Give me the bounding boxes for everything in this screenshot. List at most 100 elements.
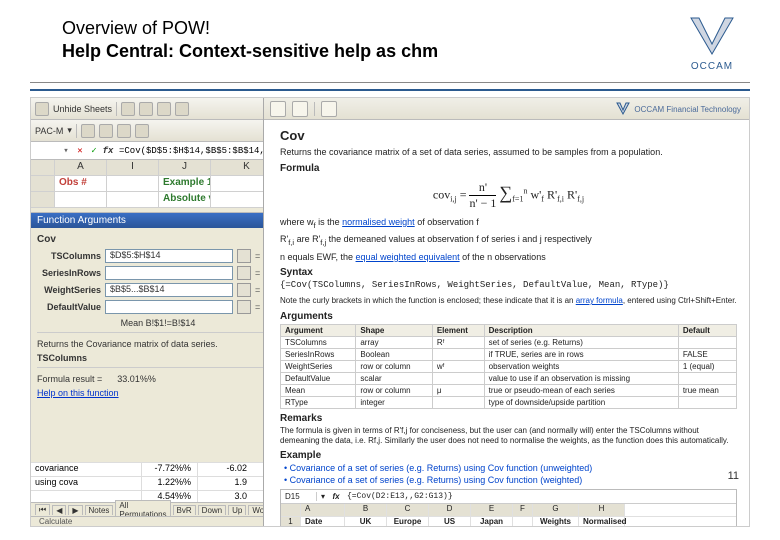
corner-cell[interactable] — [31, 160, 55, 175]
arg-input[interactable] — [105, 266, 233, 280]
cancel-icon[interactable]: ✕ — [73, 146, 87, 156]
cell[interactable] — [55, 192, 107, 207]
th: Description — [484, 324, 678, 336]
cell[interactable]: covariance — [31, 463, 141, 476]
corner-cell[interactable] — [281, 504, 301, 516]
cell[interactable] — [107, 192, 159, 207]
toolbar-combo[interactable]: PAC-M — [35, 126, 63, 136]
cell[interactable]: Example 1 — [159, 176, 211, 191]
cell[interactable] — [107, 176, 159, 191]
cell[interactable]: Japan — [471, 517, 513, 527]
cell[interactable]: UK — [345, 517, 387, 527]
toolbar-icon[interactable] — [121, 102, 135, 116]
section-syntax: Syntax — [280, 267, 737, 278]
help-toolbar-icon[interactable] — [292, 101, 308, 117]
arg-input[interactable] — [105, 300, 233, 314]
toolbar-icon[interactable] — [139, 102, 153, 116]
row-header[interactable] — [31, 176, 55, 191]
fx-icon[interactable]: fx — [101, 146, 115, 156]
cell[interactable]: Weights — [533, 517, 579, 527]
cell[interactable]: US — [429, 517, 471, 527]
cell[interactable]: 1.22%% — [141, 477, 197, 490]
range-picker-icon[interactable] — [237, 283, 251, 297]
toolbar-icon[interactable] — [81, 124, 95, 138]
cell[interactable]: Europe — [387, 517, 429, 527]
section-formula: Formula — [280, 163, 737, 174]
chevron-down-icon[interactable]: ▾ — [59, 146, 73, 156]
link-ewe[interactable]: equal weighted equivalent — [356, 252, 460, 262]
col-header[interactable]: I — [107, 160, 159, 175]
mini-cell-ref[interactable]: D15 — [281, 492, 317, 501]
result-value: 33.01%% — [117, 374, 156, 384]
fx-icon[interactable]: fx — [329, 492, 343, 501]
row-header[interactable] — [31, 192, 55, 207]
cell[interactable]: Absolute varia — [159, 192, 211, 207]
col-header[interactable]: F — [513, 504, 533, 516]
page-title-2: Help Central: Context-sensitive help as … — [62, 41, 768, 62]
col-header[interactable]: C — [387, 504, 429, 516]
page-number: 11 — [724, 470, 743, 482]
arg-input[interactable]: $D$5:$H$14 — [105, 249, 233, 263]
help-on-function-link[interactable]: Help on this function — [37, 388, 279, 398]
cell[interactable]: using cova — [31, 477, 141, 490]
sheet-tab[interactable]: BvR — [173, 505, 196, 515]
chevron-down-icon[interactable]: ▾ — [67, 125, 72, 136]
col-header[interactable]: D — [429, 504, 471, 516]
link-normalised-weight[interactable]: normalised weight — [342, 217, 415, 227]
cell[interactable]: -7.72%% — [141, 463, 197, 476]
arg-label: SeriesInRows — [37, 268, 101, 278]
help-toolbar-icon[interactable] — [270, 101, 286, 117]
section-arguments: Arguments — [280, 311, 737, 322]
cell[interactable] — [513, 517, 533, 527]
help-window: OCCAM Financial Technology Cov Returns t… — [263, 98, 749, 526]
toolbar-icon[interactable] — [35, 102, 49, 116]
excel-toolbar: Unhide Sheets — [31, 98, 285, 120]
chevron-down-icon[interactable]: ▾ — [317, 492, 329, 501]
range-picker-icon[interactable] — [237, 249, 251, 263]
toolbar-icon[interactable] — [175, 102, 189, 116]
range-picker-icon[interactable] — [237, 266, 251, 280]
th: Argument — [281, 324, 356, 336]
example-link[interactable]: Covariance of a set of series (e.g. Retu… — [294, 475, 737, 485]
toolbar-text[interactable]: Unhide Sheets — [53, 104, 112, 114]
formula-where: where wf is the normalised weight of obs… — [280, 217, 737, 231]
col-header[interactable]: H — [579, 504, 625, 516]
toolbar-icon[interactable] — [157, 102, 171, 116]
range-picker-icon[interactable] — [237, 300, 251, 314]
spreadsheet-grid: A I J K Obs # Example 1 Absolute varia — [31, 160, 285, 208]
example-link[interactable]: Covariance of a set of series (e.g. Retu… — [294, 463, 737, 473]
col-header[interactable]: E — [471, 504, 513, 516]
arg-input[interactable]: $B$5...$B$14 — [105, 283, 233, 297]
col-header[interactable]: J — [159, 160, 211, 175]
remarks-text: The formula is given in terms of R'f,j f… — [280, 426, 737, 447]
col-header[interactable]: G — [533, 504, 579, 516]
nav-next-icon[interactable]: ▶ — [68, 505, 82, 515]
col-header[interactable]: A — [55, 160, 107, 175]
formula-text[interactable]: =Cov($D$5:$H$14,$B$5:$B$14,,$ — [115, 146, 285, 156]
nav-first-icon[interactable]: ⏮ — [35, 504, 50, 515]
cell[interactable]: Date — [301, 517, 345, 527]
row-header[interactable]: 1 — [281, 517, 301, 527]
mini-formula[interactable]: {=Cov(D2:E13,,G2:G13)} — [343, 492, 736, 501]
syntax-code: {=Cov(TSColumns, SeriesInRows, WeightSer… — [280, 280, 737, 292]
sheet-tab[interactable]: Up — [228, 505, 246, 515]
toolbar-icon[interactable] — [117, 124, 131, 138]
toolbar-icon[interactable] — [99, 124, 113, 138]
cell[interactable]: Obs # — [55, 176, 107, 191]
col-header[interactable]: B — [345, 504, 387, 516]
link-array-formula[interactable]: array formula — [576, 296, 623, 305]
col-header[interactable]: A — [301, 504, 345, 516]
sheet-tabs: ⏮ ◀ ▶ Notes All Permutations BvR Down Up… — [31, 502, 286, 516]
toolbar-icon[interactable] — [135, 124, 149, 138]
th: Shape — [356, 324, 433, 336]
cell[interactable]: -6.02 — [197, 463, 253, 476]
formula-note-2: n equals EWF, the equal weighted equival… — [280, 252, 737, 264]
print-icon[interactable] — [321, 101, 337, 117]
sheet-tab[interactable]: Notes — [85, 505, 114, 515]
cell[interactable]: Normalised — [579, 517, 625, 527]
accept-icon[interactable]: ✓ — [87, 146, 101, 156]
nav-prev-icon[interactable]: ◀ — [52, 505, 66, 515]
section-remarks: Remarks — [280, 413, 737, 424]
sheet-tab[interactable]: Down — [198, 505, 226, 515]
cell[interactable]: 1.9 — [197, 477, 253, 490]
